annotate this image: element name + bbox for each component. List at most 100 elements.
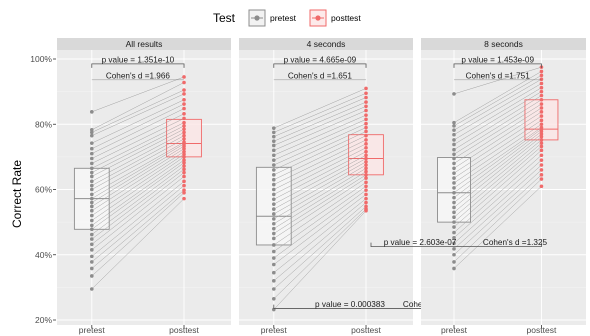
posttest-point	[364, 188, 368, 192]
pretest-point	[452, 241, 456, 246]
posttest-point	[539, 132, 544, 136]
pair-line	[91, 89, 185, 133]
pair-line	[91, 192, 185, 277]
pretest-point	[452, 200, 456, 205]
pair-line	[91, 82, 185, 131]
pair-line	[453, 169, 542, 250]
pair-line	[273, 88, 367, 129]
pretest-point	[90, 204, 94, 209]
pair-line	[453, 139, 542, 213]
pair-line	[273, 158, 367, 210]
panel-strip	[421, 38, 586, 50]
pair-line	[91, 189, 185, 269]
pretest-point	[90, 274, 94, 278]
pretest-point	[90, 196, 94, 201]
x-tick-label: pretest	[441, 325, 468, 335]
posttest-point	[539, 110, 544, 114]
pretest-point	[272, 158, 276, 162]
posttest-point	[539, 138, 544, 142]
cohens-d-annotation: Cohen's d =1.751	[466, 72, 531, 81]
cohens-d-annotation: Cohen's d =1.966	[106, 72, 171, 81]
pretest-point	[90, 161, 94, 166]
posttest-point	[364, 192, 368, 197]
posttest-point	[364, 163, 368, 167]
posttest-point	[364, 138, 368, 142]
pair-line	[453, 128, 542, 193]
posttest-point	[182, 174, 186, 179]
pretest-point	[452, 266, 456, 271]
pretest-point	[452, 181, 456, 185]
pair-line	[273, 198, 367, 273]
pretest-point	[272, 126, 276, 130]
posttest-point	[539, 69, 544, 74]
x-tick-label: posttest	[169, 325, 199, 335]
pair-line	[453, 107, 542, 164]
pair-line	[91, 135, 185, 186]
x-tick-label: pretest	[261, 325, 288, 335]
pretest-point	[90, 174, 94, 179]
pretest-point	[90, 208, 94, 213]
pretest-point	[272, 236, 276, 241]
pretest-point	[452, 230, 456, 235]
pair-line	[91, 103, 185, 149]
pair-line	[453, 95, 542, 150]
panel-title: 8 seconds	[484, 39, 523, 49]
y-tick-label: 100%	[30, 54, 52, 64]
posttest-point	[182, 170, 186, 175]
posttest-point	[539, 184, 544, 189]
posttest-point	[539, 85, 544, 90]
pretest-point	[452, 156, 456, 161]
pretest-point	[272, 148, 276, 153]
pretest-point	[452, 128, 456, 132]
cohens-d-annotation: Cohen's d =1.651	[288, 72, 353, 81]
pretest-point	[272, 168, 276, 172]
pair-line	[91, 159, 185, 226]
pretest-point	[90, 237, 94, 241]
pair-line	[273, 114, 367, 156]
pair-line	[273, 161, 367, 215]
pretest-point	[452, 161, 456, 166]
pretest-point	[272, 197, 276, 202]
pretest-point	[90, 287, 94, 291]
pretest-point	[452, 252, 456, 257]
pair-line	[453, 174, 542, 255]
posttest-point	[364, 108, 368, 113]
pair-line	[453, 127, 542, 189]
pair-line	[273, 101, 367, 142]
pretest-point	[272, 270, 276, 275]
pair-line	[453, 178, 542, 263]
pair-line	[91, 165, 185, 235]
legend: Test pretest posttest	[213, 9, 361, 27]
pair-line	[273, 194, 367, 265]
posttest-point	[364, 129, 368, 134]
posttest-point	[182, 183, 186, 188]
posttest-point	[364, 121, 368, 126]
pretest-point	[272, 243, 276, 247]
posttest-point	[364, 196, 368, 201]
pretest-point	[272, 217, 276, 221]
posttest-point	[539, 73, 544, 78]
pair-line	[453, 103, 542, 159]
pair-line	[273, 210, 367, 310]
p-value-annotation: p value = 1.351e-10	[102, 55, 175, 64]
posttest-point	[364, 200, 368, 205]
pretest-point	[452, 220, 456, 224]
y-axis-title: Correct Rate	[10, 160, 24, 228]
pretest-point	[452, 152, 456, 157]
pair-line	[273, 147, 367, 195]
posttest-point	[182, 167, 186, 172]
pretest-point	[452, 142, 456, 147]
posttest-point	[182, 196, 186, 201]
posttest-point	[182, 127, 186, 131]
pretest-point	[452, 120, 456, 125]
pretest-point	[272, 177, 276, 182]
pretest-point	[90, 242, 94, 247]
pretest-point	[90, 183, 94, 188]
posttest-point	[182, 88, 186, 92]
pretest-point	[272, 207, 276, 211]
pair-line	[91, 185, 185, 263]
posttest-point	[182, 158, 186, 162]
pretest-point	[90, 187, 94, 192]
pair-line	[273, 164, 367, 220]
